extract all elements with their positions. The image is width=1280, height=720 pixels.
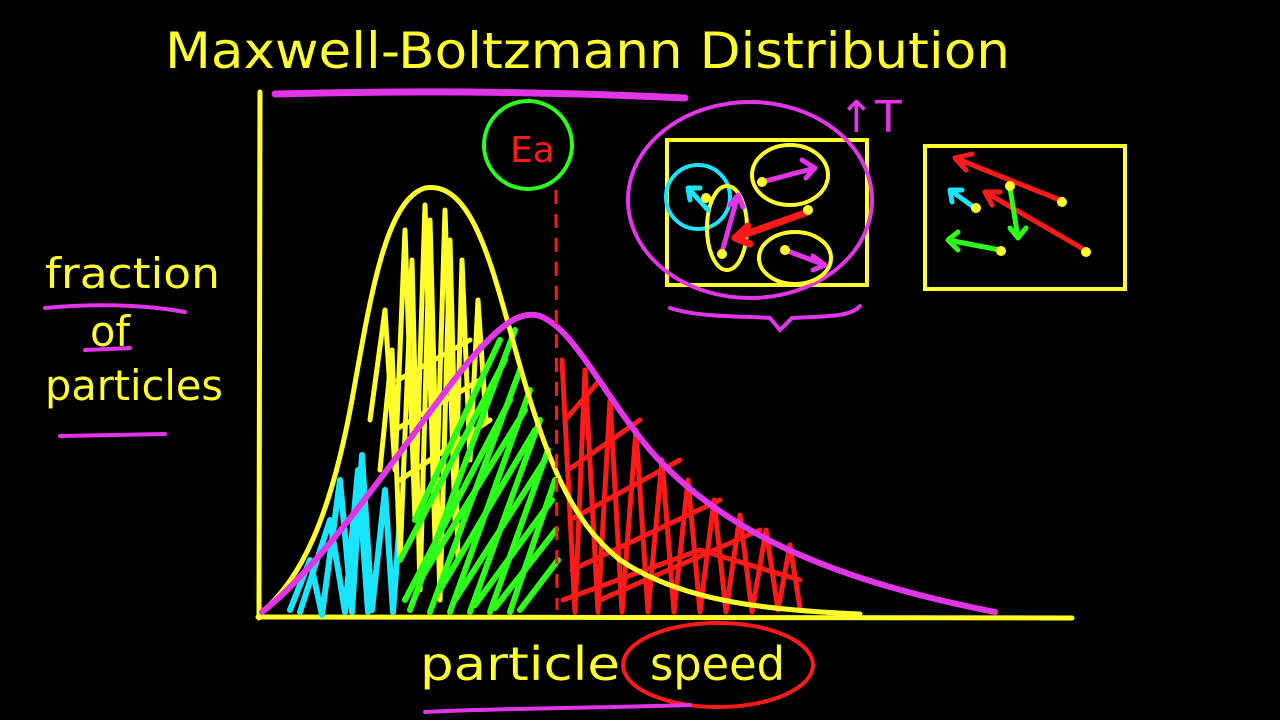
x-axis-label-particle: particle — [420, 637, 620, 691]
particle-box-hot-frame — [665, 138, 869, 287]
particle-box-cold-frame — [923, 144, 1127, 291]
title-underline — [271, 88, 689, 102]
red-velocity-arrow — [982, 189, 1088, 253]
particle-box-cold — [923, 144, 1127, 291]
cyan-velocity-arrow — [685, 185, 711, 213]
green-velocity-arrow — [945, 229, 1003, 253]
x-axis — [255, 614, 1075, 621]
red-velocity-arrow — [952, 151, 1063, 203]
y-label-underline-3 — [58, 432, 167, 438]
particle-dot — [1057, 197, 1067, 207]
y-label-underline-2 — [83, 346, 132, 352]
particle-dot — [996, 246, 1006, 256]
y-label-underline-1 — [43, 303, 187, 314]
y-axis — [256, 89, 263, 621]
particle-dot — [780, 245, 790, 255]
y-axis-label: fraction of particles — [45, 249, 223, 410]
magenta-velocity-arrow — [719, 192, 746, 255]
green-middle-region — [397, 327, 561, 615]
speed-circle — [621, 621, 815, 709]
x-axis-label-speed: speed — [650, 637, 785, 691]
red-velocity-arrow — [731, 208, 812, 248]
particle-dot — [701, 193, 711, 203]
activation-energy-line — [554, 189, 559, 611]
particle-dot — [971, 203, 981, 213]
green-velocity-arrow — [1007, 185, 1029, 241]
x-label-underline — [423, 703, 692, 714]
particle-ring — [750, 143, 830, 207]
y-label-line-3: particles — [45, 361, 223, 410]
title: Maxwell-Boltzmann Distribution — [165, 22, 1010, 80]
cyan-velocity-arrow — [947, 187, 978, 211]
red-high-energy-region — [559, 357, 803, 615]
low-temperature-curve — [259, 185, 863, 617]
y-label-line-1: fraction — [45, 249, 220, 298]
magenta-velocity-arrow — [782, 247, 828, 273]
magenta-velocity-arrow — [759, 157, 818, 185]
particle-ring — [757, 230, 833, 286]
high-temperature-curve — [259, 311, 998, 615]
activation-energy-circle — [482, 99, 574, 191]
particle-box-hot — [626, 100, 874, 333]
particle-dot — [1081, 247, 1091, 257]
particle-box-hot-circle — [626, 100, 874, 300]
temperature-increase-label: ↑T — [838, 92, 902, 143]
particle-dot — [1005, 181, 1015, 191]
particle-dot — [757, 177, 767, 187]
particle-box-brace — [668, 304, 862, 333]
activation-energy-label: Ea — [510, 130, 555, 171]
cyan-particle-ring — [664, 163, 732, 231]
particle-dot — [717, 249, 727, 259]
particle-dot — [803, 205, 813, 215]
